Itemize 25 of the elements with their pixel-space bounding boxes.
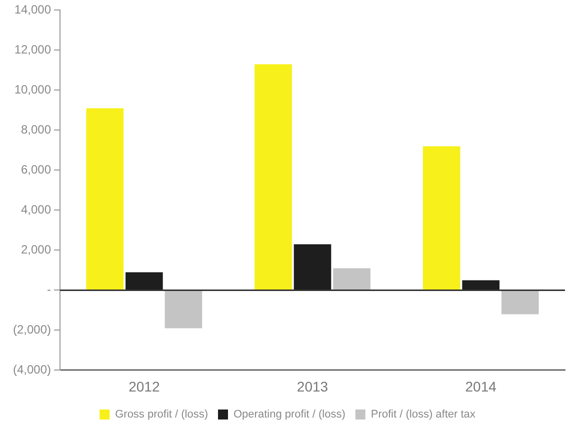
y-tick-label: 12,000 [14, 42, 52, 57]
y-tick-label: 6,000 [20, 162, 52, 177]
y-tick-label: 4,000 [20, 202, 52, 217]
bar [86, 108, 124, 290]
y-tick-label: 10,000 [14, 82, 52, 97]
legend-label: Operating profit / (loss) [234, 408, 346, 421]
x-tick-label: 2014 [465, 378, 497, 394]
legend-label: Profit / (loss) after tax [370, 408, 476, 421]
bar [501, 290, 539, 314]
y-tick-label: (2,000) [12, 322, 52, 337]
legend-label: Gross profit / (loss) [115, 408, 208, 421]
bar [164, 290, 202, 328]
bar [422, 146, 460, 290]
y-tick-label: (4,000) [12, 362, 52, 377]
bar [126, 272, 163, 290]
x-tick-label: 2013 [296, 378, 328, 394]
y-tick-label: 2,000 [20, 242, 52, 257]
x-tick-label: 2012 [128, 378, 160, 394]
y-tick-label: 8,000 [20, 122, 52, 137]
bar [333, 268, 370, 290]
y-tick-label: - [47, 282, 52, 297]
bar [294, 244, 332, 290]
bar [462, 280, 500, 290]
bar [254, 64, 292, 290]
y-tick-label: 14,000 [14, 2, 52, 17]
